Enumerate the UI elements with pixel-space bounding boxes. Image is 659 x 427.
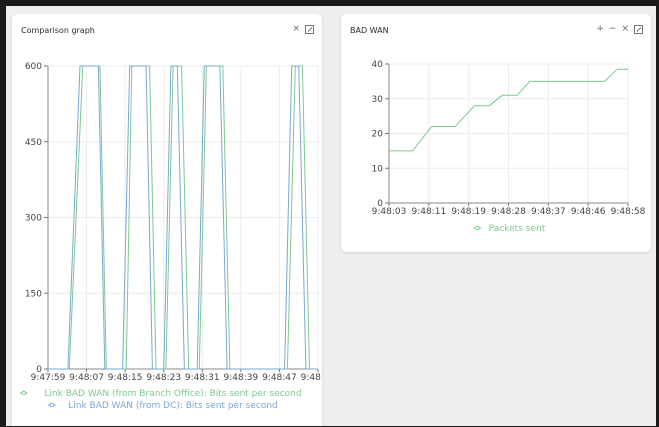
add-button[interactable]: + [596,24,604,34]
y-tick-label: 0 [36,365,42,375]
x-tick-label: 9:48:58 [301,373,322,383]
legend-item[interactable]: Packets sent [473,224,546,234]
packets-line-chart: 0 10 20 30 40 9:48:03 9:48:11 9:48:19 9:48:28 9:4… [372,60,646,234]
y-tick-label: 450 [25,138,42,148]
y-tick-label: 20 [372,130,384,140]
legend-label[interactable]: Packets sent [489,224,546,234]
expand-icon[interactable] [634,24,643,34]
comparison-graph-panel: Comparison graph × 0 150 300 450 600 9:47:59 9… [12,14,322,426]
panel-title: Comparison graph [21,26,95,35]
y-tick-label: 30 [372,95,384,105]
dashboard-canvas: Comparison graph × 0 150 300 450 600 9:47:59 9… [6,6,656,426]
panel-controls: + − × [596,24,643,34]
x-tick-label: 9:48:58 [611,207,646,217]
legend-label[interactable]: Link BAD WAN (from Branch Office): Bits … [44,389,301,399]
close-button[interactable]: × [621,24,629,34]
x-tick-label: 9:48:23 [146,373,181,383]
x-tick-label: 9:48:19 [451,207,486,217]
legend-item[interactable]: Link BAD WAN (from Branch Office): Bits … [19,389,302,399]
y-tick-label: 150 [25,289,42,299]
series-line [48,65,318,370]
series-line [389,68,628,152]
x-tick-label: 9:48:11 [411,207,446,217]
legend-marker-dot [475,225,480,231]
legend-item[interactable]: Link BAD WAN (from DC): Bits sent per se… [47,401,278,411]
expand-icon[interactable] [305,24,314,34]
x-tick-label: 9:47:59 [31,373,66,383]
minimize-button[interactable]: − [608,24,617,34]
bad-wan-panel: BAD WAN + − × 0 10 20 30 40 9:48:03 9:48:11 9:4… [341,14,651,252]
legend-label[interactable]: Link BAD WAN (from DC): Bits sent per se… [68,401,278,411]
x-tick-label: 9:48:15 [108,373,143,383]
panel-controls: × [292,24,314,34]
x-tick-label: 9:48:28 [491,207,526,217]
x-tick-label: 9:48:03 [372,207,407,217]
x-tick-label: 9:48:39 [224,373,259,383]
y-tick-label: 40 [372,60,384,70]
x-tick-label: 9:48:31 [185,373,220,383]
x-tick-label: 9:48:37 [531,207,566,217]
y-tick-label: 600 [25,62,42,72]
comparison-line-chart: 0 150 300 450 600 9:47:59 9:48:07 9:48:15 9:48:2… [19,62,322,411]
x-tick-label: 9:48:46 [571,207,606,217]
panel-title: BAD WAN [350,26,389,35]
x-tick-label: 9:48:07 [69,373,104,383]
close-button[interactable]: × [292,24,300,34]
y-tick-label: 10 [372,164,384,174]
x-tick-label: 9:48:47 [262,373,297,383]
y-tick-label: 0 [377,199,383,209]
y-tick-label: 300 [25,214,42,224]
legend-marker-dot [21,390,27,396]
legend-marker-dot [49,402,55,408]
